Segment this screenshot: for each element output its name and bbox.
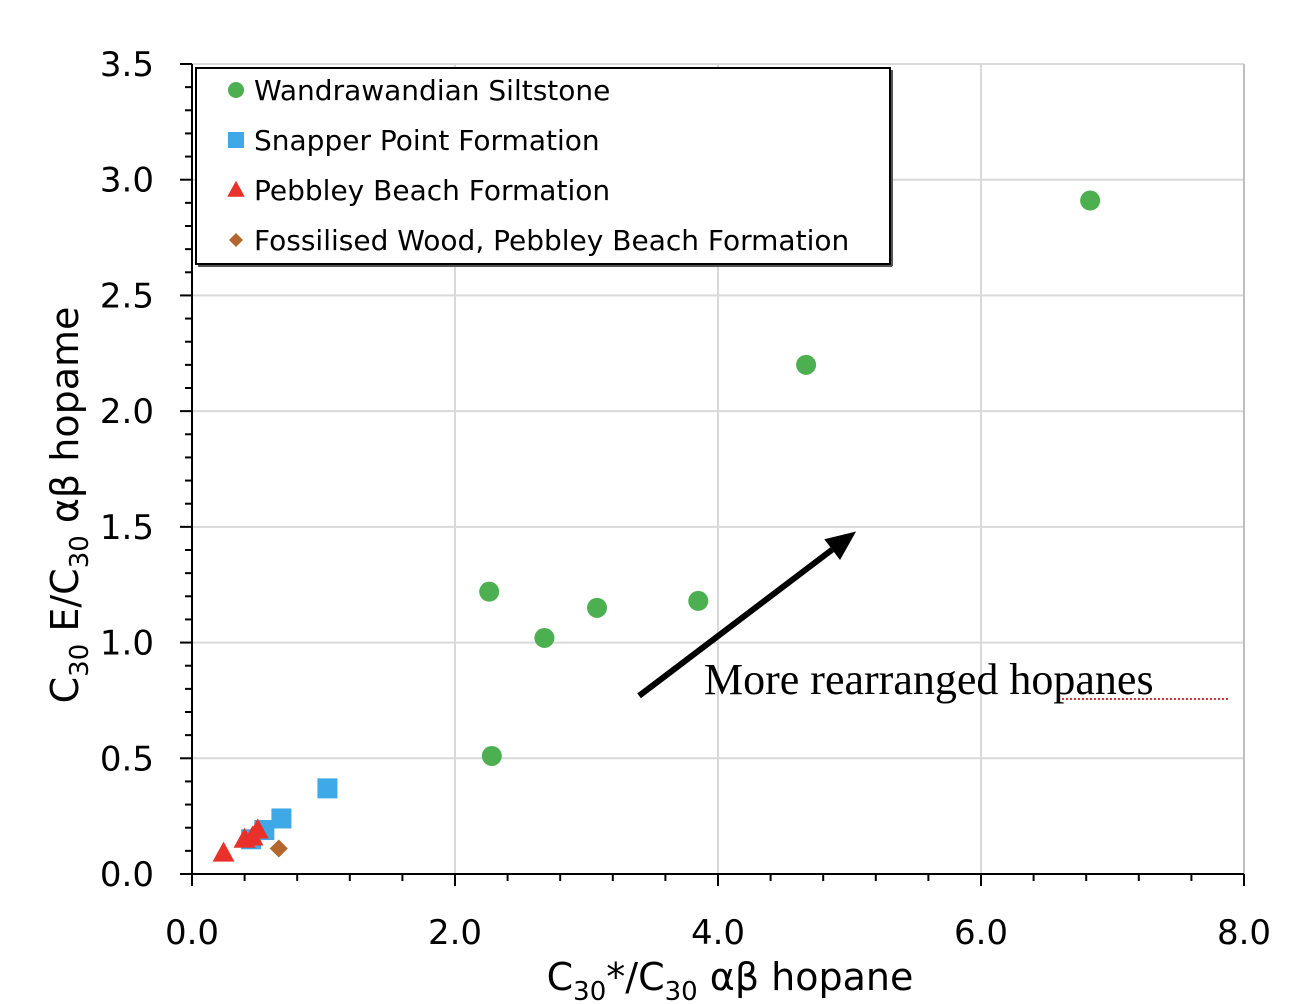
circle-data-point — [587, 597, 608, 618]
legend-entry-label: Snapper Point Formation — [254, 124, 600, 157]
y-tick-label: 1.5 — [100, 508, 154, 548]
square-data-point — [317, 778, 338, 799]
y-tick-label: 2.0 — [100, 392, 154, 432]
y-tick-label: 0.0 — [100, 855, 154, 895]
annotation-label: More rearranged hopanes — [704, 655, 1154, 704]
tick-labels: 0.0 2.0 4.0 6.0 8.0 0.0 0.5 1.0 1.5 2.0 2.5 3.0 3.5 — [100, 45, 1271, 953]
annotation-arrow-head — [824, 531, 857, 560]
legend-triangle-swatch — [227, 180, 245, 197]
annotation: More rearranged hopanes — [637, 531, 1230, 704]
legend-entry-label: Fossilised Wood, Pebbley Beach Formation — [254, 224, 849, 257]
circle-data-point — [479, 581, 500, 602]
y-tick-label: 3.5 — [100, 45, 154, 85]
circle-data-point — [796, 354, 817, 375]
legend-circle-swatch — [228, 82, 244, 98]
square-data-point — [271, 808, 292, 829]
triangle-data-point — [246, 818, 269, 839]
circle-data-point — [534, 627, 555, 648]
x-tick-label: 0.0 — [165, 913, 219, 953]
axes — [180, 63, 1245, 886]
annotation-arrow-shaft — [637, 547, 834, 699]
y-tick-label: 0.5 — [100, 739, 154, 779]
legend-box — [195, 67, 891, 265]
x-tick-label: 6.0 — [954, 913, 1008, 953]
x-tick-label: 4.0 — [691, 913, 745, 953]
legend-diamond-swatch — [229, 233, 243, 247]
y-tick-label: 2.5 — [100, 276, 154, 316]
circle-data-point — [481, 745, 502, 766]
x-axis-title: C30*/C30 αβ hopane — [547, 955, 914, 1004]
circle-data-point — [688, 590, 709, 611]
triangle-data-point — [212, 841, 235, 862]
data-points — [212, 190, 1101, 862]
x-tick-label: 8.0 — [1217, 913, 1271, 953]
legend-square-swatch — [228, 132, 244, 148]
y-tick-label: 1.0 — [100, 624, 154, 664]
x-tick-label: 2.0 — [428, 913, 482, 953]
y-axis-title: C30 E/C30 αβ hopame — [43, 307, 95, 704]
legend-entry-label: Pebbley Beach Formation — [254, 174, 610, 207]
circle-data-point — [1080, 190, 1101, 211]
grid — [192, 63, 1245, 874]
legend-entry-label: Wandrawandian Siltstone — [254, 74, 610, 107]
y-tick-label: 3.0 — [100, 161, 154, 201]
legend: Wandrawandian Siltstone Snapper Point For… — [195, 67, 893, 267]
diamond-data-point — [269, 839, 288, 858]
